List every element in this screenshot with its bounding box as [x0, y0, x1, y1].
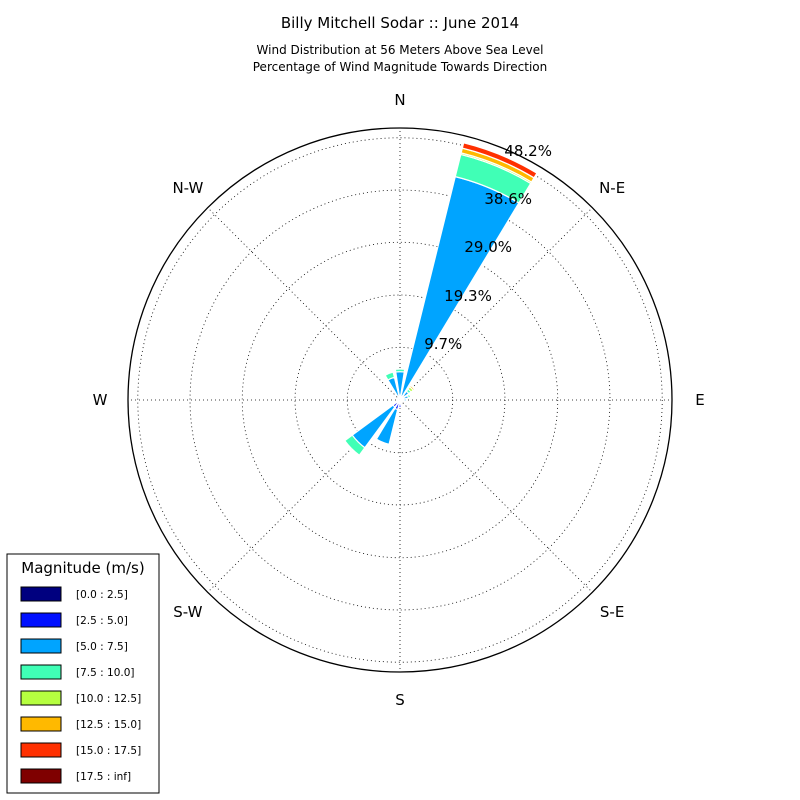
chart-subtitle-line-2: Percentage of Wind Magnitude Towards Dir… [253, 60, 547, 74]
wind-bar-90deg-bin-2 [403, 398, 408, 402]
legend-swatch-2 [20, 638, 62, 654]
radial-tick-label: 19.3% [444, 287, 492, 305]
legend-swatch-6 [20, 742, 62, 758]
legend-swatch-4 [20, 690, 62, 706]
legend-swatch-7 [20, 768, 62, 784]
wind-bar-112.5deg-bin-1 [400, 399, 404, 403]
chart-title: Billy Mitchell Sodar :: June 2014 [281, 14, 519, 32]
radial-tick-label: 48.2% [504, 142, 552, 160]
legend: Magnitude (m/s) [0.0 : 2.5] [2.5 : 5.0] [5… [6, 553, 160, 794]
legend-title: Magnitude (m/s) [21, 559, 144, 577]
grid-ring-3 [241, 241, 559, 559]
legend-label-5: [12.5 : 15.0] [76, 719, 141, 731]
direction-label-n: N [394, 91, 405, 109]
grid-spoke-s-w [207, 399, 401, 593]
wind-bar-67.5deg-bin-3 [406, 393, 412, 399]
wind-bar-337.5deg-bin-3 [384, 371, 396, 381]
legend-label-2: [5.0 : 7.5] [76, 641, 128, 653]
grid-ring-4 [189, 189, 611, 611]
polar-grid [127, 127, 673, 673]
wind-bar-202.5deg-bin-2 [375, 407, 399, 446]
direction-label-w: W [93, 391, 108, 409]
wind-bars [343, 142, 538, 457]
direction-label-n-w: N-W [172, 179, 203, 197]
legend-swatch-5 [20, 716, 62, 732]
legend-items: [0.0 : 2.5] [2.5 : 5.0] [5.0 : 7.5] [7.5 : … [20, 586, 141, 784]
wind-bar-22.5deg-bin-6 [461, 142, 538, 179]
direction-label-s-w: S-W [173, 603, 202, 621]
wind-bar-0deg-bin-3 [394, 368, 406, 373]
legend-swatch-3 [20, 664, 62, 680]
radial-tick-label: 9.7% [424, 335, 462, 353]
legend-label-3: [7.5 : 10.0] [76, 667, 134, 679]
radial-tick-label: 29.0% [464, 238, 512, 256]
legend-swatch-0 [20, 586, 62, 602]
outer-circle [127, 127, 673, 673]
legend-label-1: [2.5 : 5.0] [76, 615, 128, 627]
grid-spoke-n-e [399, 207, 593, 401]
legend-label-4: [10.0 : 12.5] [76, 693, 141, 705]
wind-bar-45deg-bin-5 [408, 384, 416, 392]
legend-label-0: [0.0 : 2.5] [76, 589, 128, 601]
legend-label-6: [15.0 : 17.5] [76, 745, 141, 757]
wind-bar-225deg-bin-3 [343, 434, 366, 457]
direction-labels: N N-E E S-E S S-W W N-W [93, 91, 705, 709]
direction-label-s: S [395, 691, 405, 709]
grid-spoke-s-e [399, 399, 593, 593]
legend-swatch-1 [20, 612, 62, 628]
grid-ring-5 [137, 137, 663, 663]
grid-spoke-n-w [207, 207, 401, 401]
direction-label-e: E [695, 391, 704, 409]
radial-tick-label: 38.6% [484, 190, 532, 208]
radial-tick-labels: 9.7% 19.3% 29.0% 38.6% 48.2% [424, 142, 552, 353]
legend-label-7: [17.5 : inf] [76, 771, 131, 783]
chart-subtitle-line-1: Wind Distribution at 56 Meters Above Sea… [257, 43, 544, 57]
direction-label-n-e: N-E [599, 179, 625, 197]
direction-label-s-e: S-E [600, 603, 624, 621]
